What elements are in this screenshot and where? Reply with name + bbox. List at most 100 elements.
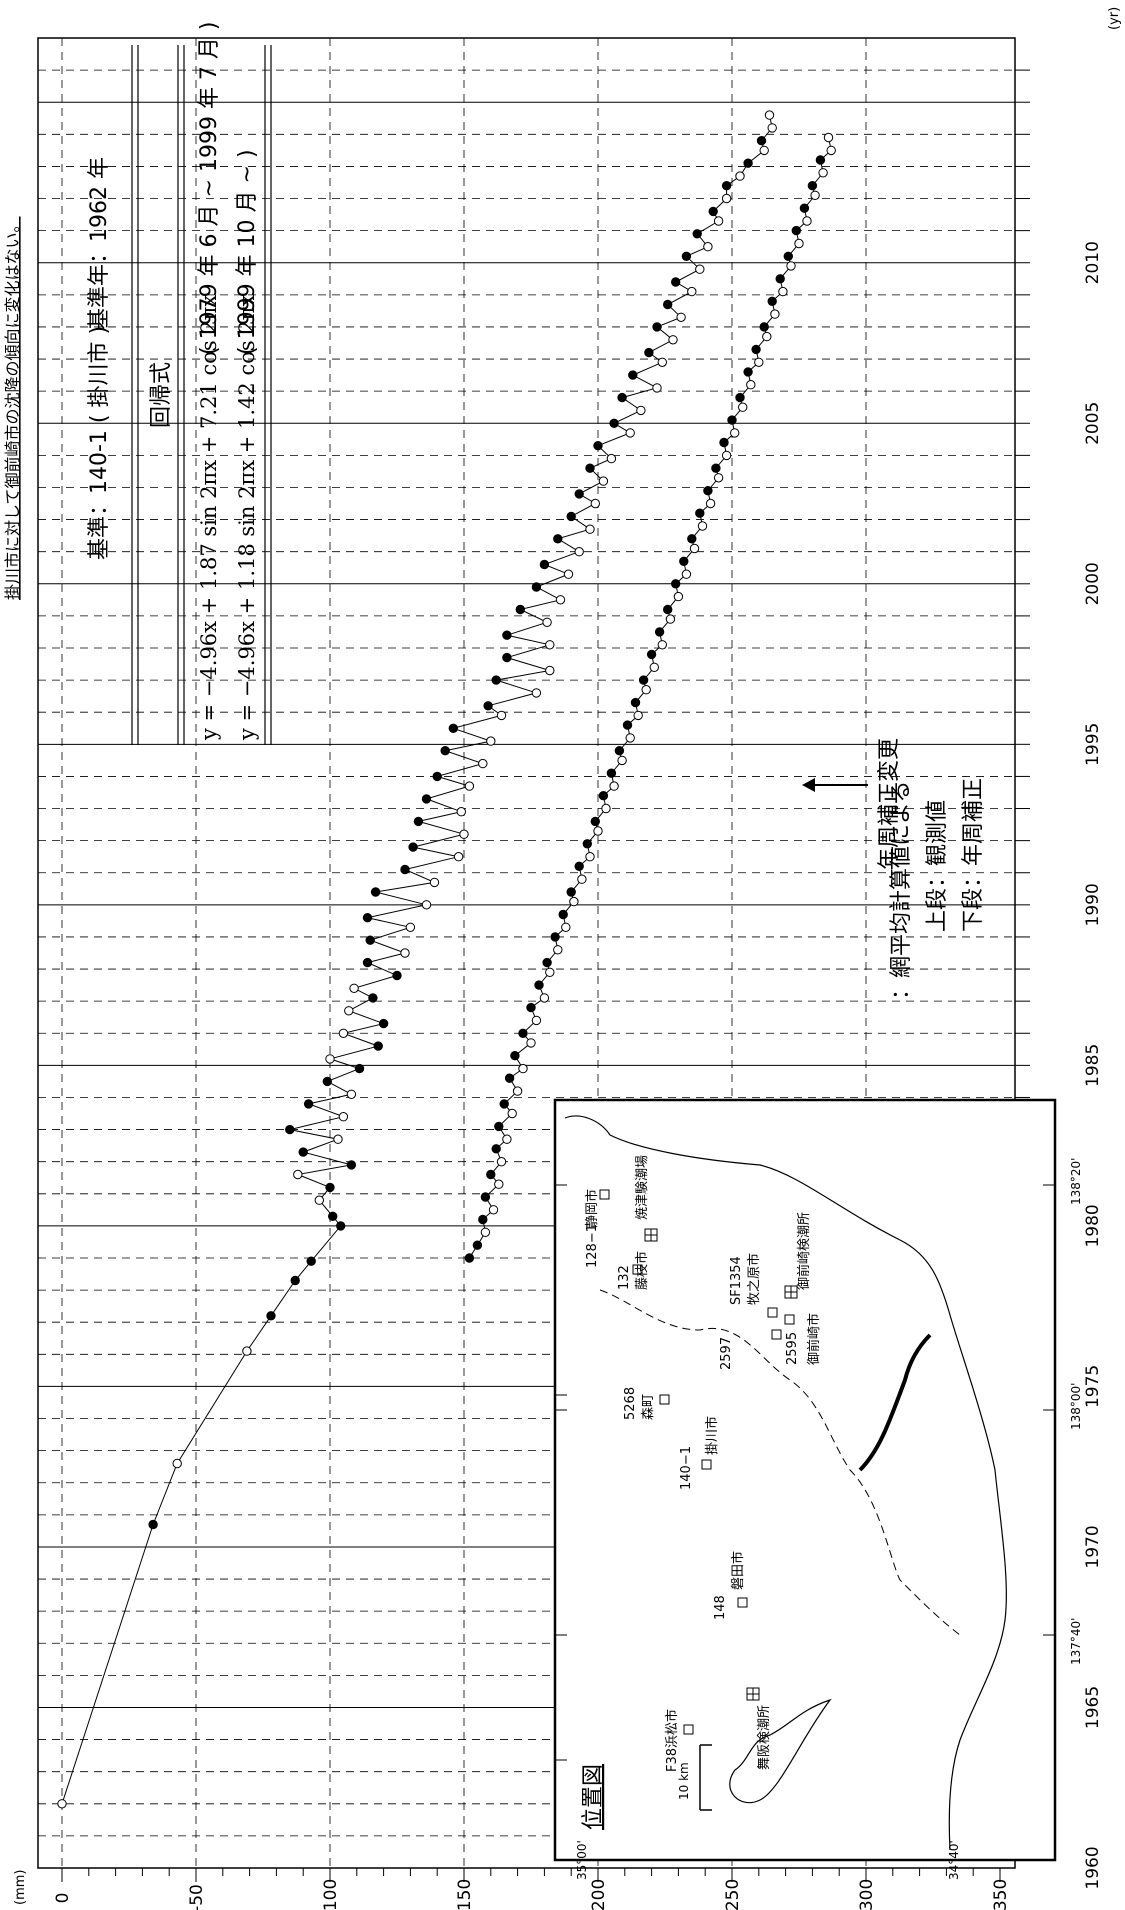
lon-label-3: 138°20' — [1069, 1158, 1083, 1205]
data-point-series-1 — [346, 1160, 357, 1170]
lat-label-1: 35°00' — [575, 1840, 589, 1880]
data-point-series-1 — [767, 123, 777, 133]
data-point-series-2 — [705, 498, 716, 509]
x-tick-label: 1960 — [1083, 1846, 1103, 1889]
data-point-series-1 — [531, 688, 542, 698]
map-title: 位置図 — [581, 1764, 606, 1830]
data-point-series-2 — [657, 640, 667, 650]
data-point-series-1 — [721, 193, 732, 204]
lon-label-1: 137°40' — [1069, 1618, 1083, 1665]
label-5268-name: 森町 — [641, 1394, 656, 1420]
data-point-series-2 — [654, 627, 665, 637]
data-point-series-2 — [713, 473, 724, 483]
marker-132 — [632, 1264, 643, 1275]
label-140-1-name: 掛川市 — [704, 1416, 720, 1455]
data-point-series-2 — [778, 286, 788, 297]
data-point-series-2 — [730, 428, 740, 438]
data-point-series-2 — [689, 543, 700, 554]
data-point-series-1 — [338, 1028, 349, 1039]
x-tick-label: 1965 — [1083, 1686, 1103, 1729]
data-point-series-1 — [713, 216, 724, 226]
data-point-series-1 — [652, 322, 662, 332]
data-point-series-2 — [687, 534, 697, 544]
data-point-series-2 — [585, 852, 595, 862]
data-point-series-1 — [764, 110, 775, 120]
data-point-series-2 — [542, 957, 552, 968]
data-point-series-1 — [636, 405, 646, 416]
data-point-series-1 — [285, 1124, 295, 1135]
tide-station-omaezaki-icon — [784, 1285, 798, 1299]
x-tick-label: 2005 — [1083, 402, 1103, 445]
data-point-series-2 — [681, 569, 692, 579]
legend-line-3: 下段：年周補正 — [961, 778, 986, 932]
data-point-series-1 — [644, 347, 654, 358]
data-point-series-2 — [590, 816, 600, 827]
label-f38-id: F38 — [665, 1748, 680, 1772]
data-point-series-1 — [354, 1063, 365, 1074]
label-2597: 2597 — [719, 1337, 734, 1370]
data-point-series-2 — [601, 803, 611, 814]
data-point-series-2 — [738, 402, 748, 412]
data-point-series-2 — [582, 839, 592, 849]
data-point-series-1 — [336, 1221, 346, 1231]
label-sf1354-name: 牧之原市 — [746, 1253, 762, 1305]
label-f38-name: 浜松市 — [664, 1709, 680, 1748]
data-point-series-1 — [483, 701, 493, 711]
marker-2597 — [771, 1329, 782, 1340]
data-point-series-1 — [325, 1182, 335, 1193]
data-point-series-1 — [429, 877, 440, 888]
data-point-series-1 — [585, 463, 595, 473]
legend-line-1: ：網平均計算値による — [889, 781, 914, 1000]
data-point-series-1 — [349, 983, 359, 993]
x-tick-label: 2000 — [1083, 562, 1103, 605]
legend: ：網平均計算値による 上段：観測値 下段：年周補正 — [889, 778, 986, 1000]
data-point-series-1 — [574, 547, 584, 557]
data-point-series-1 — [496, 710, 507, 721]
data-point-series-2 — [534, 980, 544, 990]
data-point-series-1 — [681, 251, 692, 261]
data-point-series-1 — [290, 1275, 300, 1286]
data-point-series-1 — [293, 1169, 303, 1180]
data-point-series-1 — [542, 617, 552, 627]
data-point-series-1 — [663, 299, 673, 310]
data-point-series-2 — [518, 1028, 528, 1039]
y-tick-label: -300 — [857, 1879, 877, 1910]
reference-label: 基準：140-1 ( 掛川市 ) — [87, 326, 112, 560]
data-point-series-2 — [464, 1253, 475, 1263]
data-point-series-1 — [362, 957, 373, 968]
data-point-series-1 — [708, 206, 718, 217]
data-point-series-1 — [408, 842, 418, 852]
data-point-series-2 — [673, 591, 684, 602]
data-point-series-1 — [346, 1089, 357, 1100]
data-point-series-1 — [486, 736, 496, 746]
lat-label-2: 34°40' — [947, 1840, 961, 1880]
label-128-1-id: 128−1 — [585, 1224, 600, 1268]
data-point-series-2 — [735, 392, 745, 403]
data-point-series-1 — [502, 652, 512, 663]
data-point-series-2 — [550, 932, 560, 942]
data-point-series-2 — [478, 1214, 488, 1225]
data-point-series-2 — [625, 733, 635, 743]
unit-labels: (mm) (yr) — [13, 7, 1122, 1905]
label-132-id: 132 — [617, 1265, 632, 1290]
data-point-series-1 — [314, 1195, 324, 1205]
data-point-series-2 — [480, 1192, 491, 1202]
data-point-series-1 — [628, 370, 638, 380]
data-point-series-2 — [486, 1169, 496, 1180]
y-tick-label: -150 — [455, 1879, 475, 1910]
data-point-series-1 — [555, 595, 566, 605]
tide-station-maisaka-icon — [746, 1687, 760, 1701]
route-kakegawa-omaezaki — [858, 1333, 932, 1472]
data-point-series-1 — [502, 630, 512, 640]
data-point-series-2 — [472, 1240, 483, 1250]
formula-2: y = −4.96x + 1.18 sin 2πx + 1.42 cos 2πx — [235, 295, 259, 741]
data-point-series-1 — [370, 887, 381, 897]
x-unit-label: (yr) — [1107, 7, 1122, 30]
data-point-series-1 — [671, 277, 681, 287]
data-point-series-2 — [711, 463, 721, 473]
period-1: ( 1979 年 6 月 ~ 1999 年 7 月 ) — [197, 21, 222, 355]
data-point-series-2 — [531, 1015, 542, 1026]
data-point-series-2 — [746, 380, 756, 390]
data-point-series-1 — [333, 1134, 343, 1144]
x-tick-label: 1985 — [1083, 1044, 1103, 1087]
